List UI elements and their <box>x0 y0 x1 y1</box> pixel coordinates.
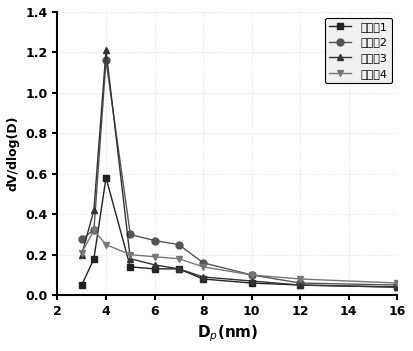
实施例4 <box>176 257 181 261</box>
实施例3 <box>249 279 254 283</box>
实施例1 <box>176 267 181 271</box>
实施例4 <box>298 277 303 281</box>
实施例1 <box>298 283 303 287</box>
实施例2 <box>395 283 400 287</box>
X-axis label: D$_p$(nm): D$_p$(nm) <box>197 324 258 344</box>
实施例3 <box>201 275 206 279</box>
实施例3 <box>79 253 84 257</box>
Line: 实施例3: 实施例3 <box>78 47 401 291</box>
Legend: 实施例1, 实施例2, 实施例3, 实施例4: 实施例1, 实施例2, 实施例3, 实施例4 <box>325 18 392 83</box>
实施例4 <box>91 229 96 233</box>
实施例3 <box>152 263 157 267</box>
实施例2 <box>201 261 206 265</box>
实施例4 <box>201 265 206 269</box>
实施例1 <box>201 277 206 281</box>
Line: 实施例2: 实施例2 <box>78 57 401 289</box>
实施例4 <box>104 243 109 247</box>
实施例2 <box>128 232 133 237</box>
实施例1 <box>79 283 84 287</box>
实施例1 <box>91 257 96 261</box>
实施例3 <box>298 283 303 287</box>
实施例2 <box>298 281 303 285</box>
实施例3 <box>176 267 181 271</box>
实施例2 <box>91 229 96 233</box>
实施例2 <box>176 243 181 247</box>
实施例3 <box>395 285 400 289</box>
Line: 实施例4: 实施例4 <box>78 227 401 286</box>
实施例2 <box>104 58 109 62</box>
实施例2 <box>152 238 157 243</box>
实施例4 <box>128 253 133 257</box>
实施例3 <box>128 257 133 261</box>
实施例4 <box>249 273 254 277</box>
Line: 实施例1: 实施例1 <box>78 174 401 291</box>
实施例3 <box>91 208 96 212</box>
实施例1 <box>128 265 133 269</box>
实施例4 <box>395 281 400 285</box>
实施例1 <box>152 267 157 271</box>
实施例4 <box>152 254 157 259</box>
实施例1 <box>395 285 400 289</box>
实施例2 <box>249 273 254 277</box>
实施例1 <box>249 281 254 285</box>
Y-axis label: dV/dlog(D): dV/dlog(D) <box>7 116 20 191</box>
实施例3 <box>104 48 109 53</box>
实施例4 <box>79 251 84 255</box>
实施例2 <box>79 237 84 241</box>
实施例1 <box>104 176 109 180</box>
